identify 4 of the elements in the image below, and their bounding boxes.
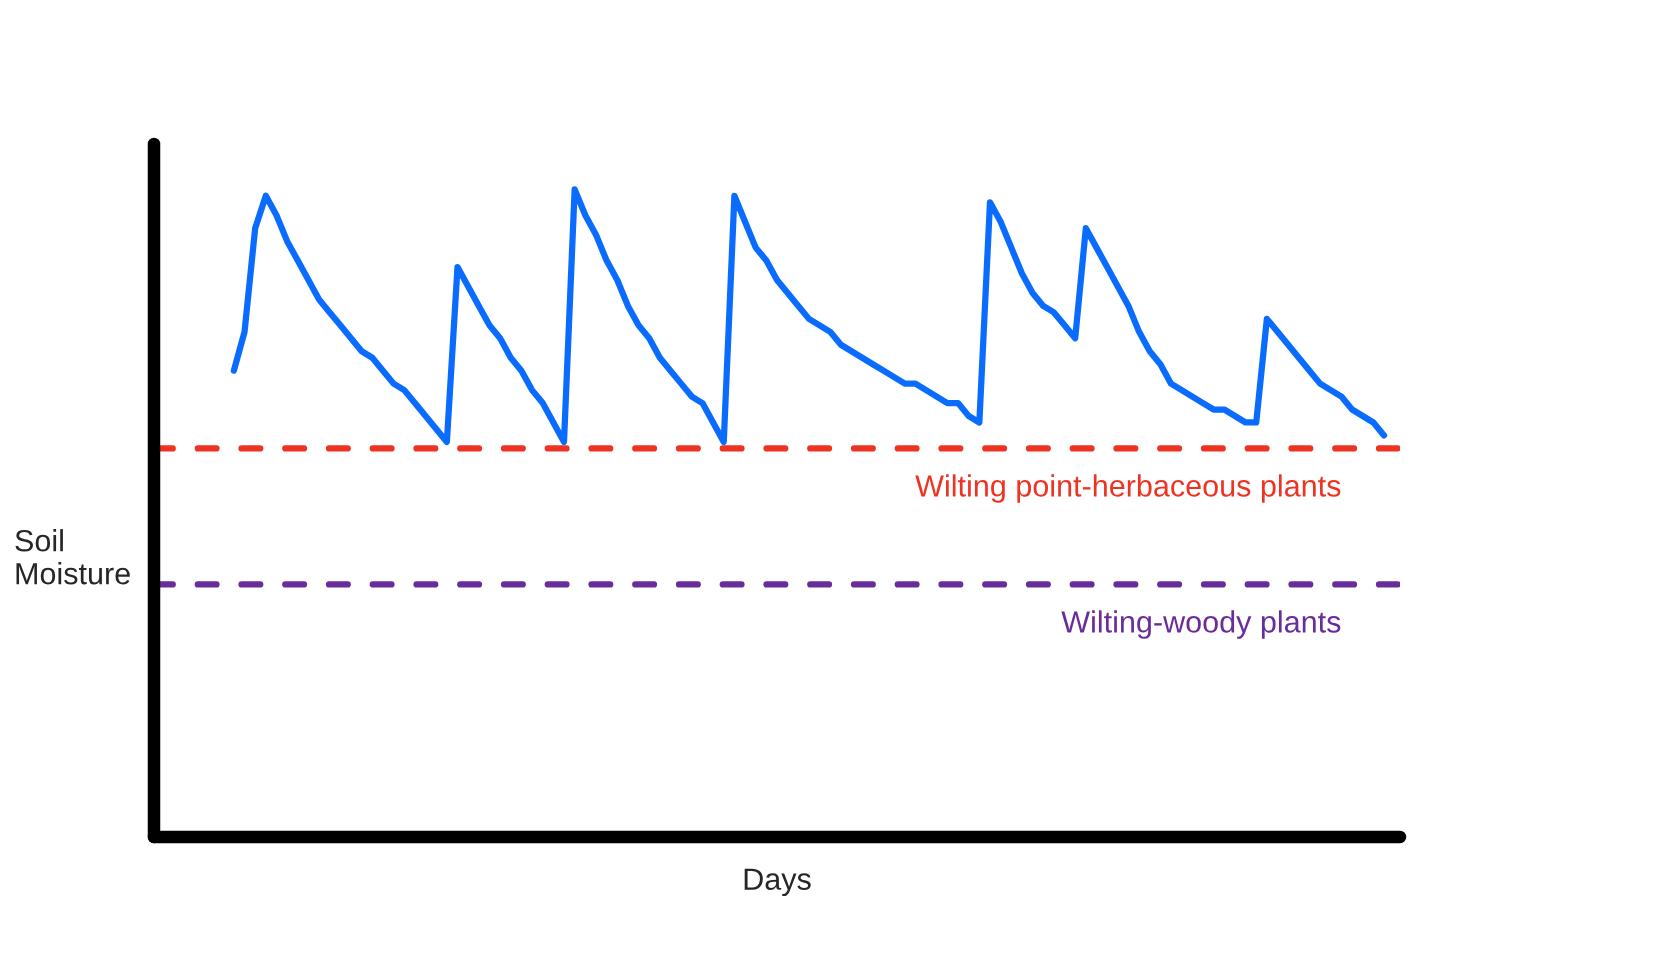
ref-line-label: Wilting point-herbaceous plants: [915, 474, 1341, 503]
x-axis-title: Days: [744, 868, 811, 897]
y-axis-title: Soil Moisture: [15, 529, 130, 585]
ref-line-label: Wilting-woody plants: [1061, 610, 1341, 639]
